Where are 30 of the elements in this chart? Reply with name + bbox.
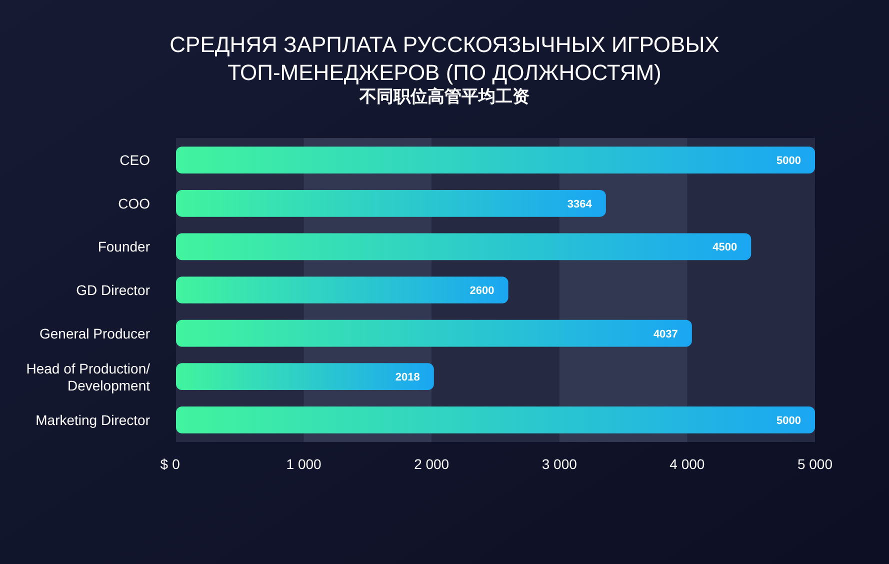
data-label: 5000 — [776, 155, 801, 168]
bar — [176, 276, 508, 304]
bar — [176, 190, 606, 217]
x-axis-title: $ — [160, 456, 168, 472]
y-tick-label: COO — [118, 195, 150, 212]
bar — [176, 320, 692, 347]
y-tick-label: Head of Production/ Development — [26, 360, 150, 394]
y-tick-label: GD Director — [76, 282, 150, 298]
data-label: 4500 — [712, 242, 738, 254]
bar — [176, 146, 815, 174]
y-tick-label: CEO — [120, 152, 150, 168]
chart-title: СРЕДНЯЯ ЗАРПЛАТА РУССКОЯЗЫЧНЫХ ИГРОВЫХ ТОП-МЕНЕДЖЕРОВ (ПО ДОЛЖНОСТЯМ) — [170, 32, 720, 85]
chart-subtitle: 不同职位高管平均工资 — [358, 87, 530, 106]
data-label: 3364 — [567, 198, 593, 210]
bar — [176, 363, 434, 390]
data-label: 4037 — [653, 328, 678, 340]
data-label: 2600 — [470, 285, 494, 297]
x-tick-label: 5 000 — [797, 456, 833, 472]
bar — [176, 406, 815, 434]
y-tick-label: Founder — [98, 238, 150, 255]
x-tick-label: 2 000 — [414, 456, 450, 472]
data-label: 5000 — [776, 414, 801, 427]
y-tick-label: General Producer — [39, 325, 150, 342]
x-tick-label: 1 000 — [286, 456, 322, 472]
x-tick-label: 0 — [172, 456, 180, 472]
x-tick-label: 3 000 — [542, 456, 578, 472]
data-label: 2018 — [395, 372, 420, 384]
bar — [176, 233, 752, 260]
y-tick-label: Marketing Director — [36, 412, 150, 428]
x-tick-label: 4 000 — [670, 456, 705, 472]
